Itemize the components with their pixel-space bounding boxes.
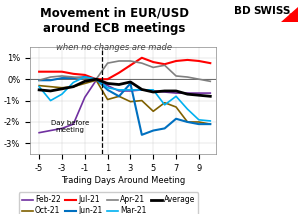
Text: ◀: ◀ <box>289 10 296 19</box>
Legend: Feb-22, Oct-21, Jul-21, Jun-21, Apr-21, Mar-21, Average: Feb-22, Oct-21, Jul-21, Jun-21, Apr-21, … <box>19 192 199 214</box>
Text: SWISS: SWISS <box>254 6 291 16</box>
Text: Day before
meeting: Day before meeting <box>51 120 89 133</box>
Text: when no changes are made: when no changes are made <box>56 43 172 52</box>
Text: Movement in EUR/USD
around ECB meetings: Movement in EUR/USD around ECB meetings <box>40 6 188 36</box>
Text: BD: BD <box>234 6 250 16</box>
X-axis label: Trading Days Around Meeting: Trading Days Around Meeting <box>61 175 185 185</box>
Polygon shape <box>281 7 298 22</box>
